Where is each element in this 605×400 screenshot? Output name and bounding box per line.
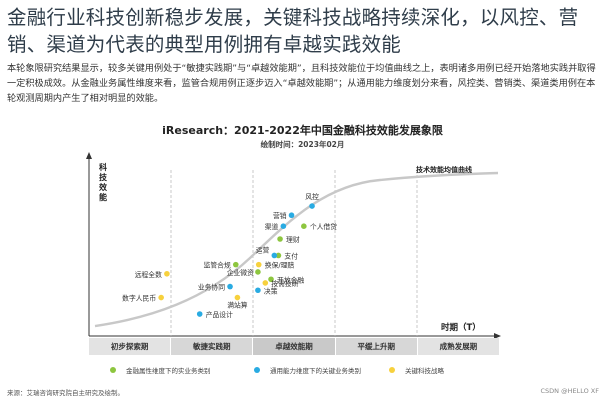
data-point <box>268 276 274 283</box>
data-point-label: 产品设计 <box>206 310 233 319</box>
data-point-label: 开放金融 <box>277 275 304 284</box>
data-point <box>158 294 164 301</box>
y-axis-arrow <box>86 152 92 159</box>
data-point-label: 满站算 <box>227 301 248 310</box>
chart-subtitle: 绘制时间：2023年02月 <box>260 140 345 149</box>
legend-label: 通用能力维度下的关键业务类别 <box>270 367 361 375</box>
chart-title: iResearch：2021-2022年中国金融科技效能发展象限 <box>162 124 443 137</box>
data-point-label: 渠道 <box>265 222 279 231</box>
phase-label: 卓越效能期 <box>253 338 336 355</box>
data-point <box>271 252 278 259</box>
curve-label: 技术效能均值曲线 <box>416 166 472 174</box>
page-headline: 金融行业科技创新稳步发展，关键科技战略持续深化，以风控、营销、渠道为代表的典型用… <box>7 6 579 56</box>
y-axis-label: 科技效能 <box>99 163 107 202</box>
data-point <box>280 223 287 229</box>
source-note: 来源：艾瑞咨询研究院自主研究及绘制。 <box>7 389 124 397</box>
data-point <box>255 261 262 268</box>
data-point-label: 决策 <box>264 286 278 295</box>
data-point-label: 业务协同 <box>198 283 225 292</box>
x-axis-arrow <box>494 333 501 339</box>
data-point <box>255 269 261 275</box>
data-point-label: 运营 <box>256 245 270 254</box>
data-point-label: 远程全数 <box>135 270 162 279</box>
data-point-label: 企业微资 <box>227 268 254 277</box>
phase-label: 初步探索期 <box>89 338 172 355</box>
data-point-label: 营销 <box>273 211 287 220</box>
phase-dividers <box>170 170 418 336</box>
legend-dot <box>389 367 395 373</box>
data-point <box>164 270 170 277</box>
data-point <box>232 261 239 268</box>
data-point-label: 风控 <box>305 192 319 201</box>
data-point <box>275 252 282 259</box>
watermark: CSDN @HELLO XF <box>540 387 599 395</box>
data-point <box>309 203 315 209</box>
legend-item: 关键科技战略 <box>389 365 444 375</box>
legend-item: 通用能力维度下的关键业务类别 <box>254 365 361 375</box>
data-point <box>277 236 283 242</box>
data-point-label: 个人借贷 <box>310 222 337 231</box>
data-point <box>255 287 261 294</box>
data-point-label: 按需投研 <box>271 279 298 288</box>
data-point <box>227 283 233 290</box>
data-point-label: 支付 <box>284 251 298 260</box>
data-point-label: 监管合规 <box>204 261 231 270</box>
phase-label: 平缓上升期 <box>335 338 418 355</box>
legend-label: 关键科技战略 <box>405 367 444 375</box>
phase-bar: 初步探索期 敏捷实践期 卓越效能期 平缓上升期 成熟发展期 <box>89 338 500 355</box>
legend-dot <box>110 367 116 373</box>
body-paragraph: 本轮象限研究结果显示，较多关键用例处于“敏捷实践期”与“卓越效能期”，且科技效能… <box>7 63 596 104</box>
phase-label: 敏捷实践期 <box>171 338 254 355</box>
data-point-label: 理财 <box>286 235 300 244</box>
data-point <box>234 294 241 301</box>
legend-dot <box>254 367 260 373</box>
mean-efficiency-curve <box>94 171 499 328</box>
data-point <box>301 223 307 229</box>
data-point <box>288 212 295 219</box>
x-axis-label: 时期（T） <box>441 323 481 333</box>
legend-label: 金融属性维度下的实业务类别 <box>126 367 211 375</box>
data-point <box>196 311 203 317</box>
data-point-label: 换保/理赔 <box>265 261 295 270</box>
data-point-label: 数字人民币 <box>122 294 156 303</box>
data-point <box>262 280 269 286</box>
legend-item: 金融属性维度下的实业务类别 <box>110 365 211 375</box>
phase-label: 成熟发展期 <box>417 338 500 355</box>
